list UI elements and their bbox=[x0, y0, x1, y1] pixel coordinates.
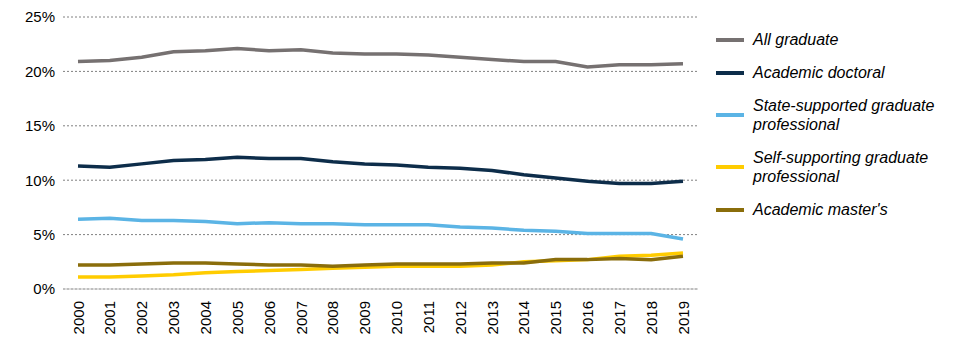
svg-text:2005: 2005 bbox=[229, 301, 246, 334]
svg-text:2007: 2007 bbox=[293, 301, 310, 334]
svg-text:2010: 2010 bbox=[388, 301, 405, 334]
svg-text:2000: 2000 bbox=[70, 301, 87, 334]
svg-text:15%: 15% bbox=[25, 117, 55, 134]
html-text:State-supported graduate profe: State-supported graduate professional bbox=[753, 97, 935, 133]
svg-text:2016: 2016 bbox=[579, 301, 596, 334]
svg-text:0%: 0% bbox=[33, 280, 55, 297]
svg-text:2003: 2003 bbox=[165, 301, 182, 334]
svg-text:20%: 20% bbox=[25, 63, 55, 80]
svg-text:25%: 25% bbox=[25, 8, 55, 25]
svg-text:5%: 5% bbox=[33, 226, 55, 243]
html-text:Self-supporting graduate profe: Self-supporting graduate professional bbox=[753, 149, 929, 185]
svg-text:2017: 2017 bbox=[611, 301, 628, 334]
svg-text:2012: 2012 bbox=[452, 301, 469, 334]
svg-text:2006: 2006 bbox=[261, 301, 278, 334]
svg-text:2018: 2018 bbox=[643, 301, 660, 334]
svg-text:2013: 2013 bbox=[484, 301, 501, 334]
svg-text:2019: 2019 bbox=[675, 301, 692, 334]
svg-text:2011: 2011 bbox=[420, 301, 437, 333]
html-text:Academic doctoral: Academic doctoral bbox=[753, 64, 885, 81]
svg-text:2015: 2015 bbox=[547, 301, 564, 334]
html-text:All graduate: All graduate bbox=[753, 31, 839, 48]
svg-text:2001: 2001 bbox=[101, 301, 118, 334]
svg-text:2002: 2002 bbox=[133, 301, 150, 334]
html-text:Academic master's: Academic master's bbox=[753, 201, 888, 218]
svg-text:2008: 2008 bbox=[324, 301, 341, 334]
svg-text:2014: 2014 bbox=[515, 301, 532, 334]
svg-text:2009: 2009 bbox=[356, 301, 373, 334]
svg-text:2004: 2004 bbox=[197, 301, 214, 334]
svg-text:10%: 10% bbox=[25, 172, 55, 189]
